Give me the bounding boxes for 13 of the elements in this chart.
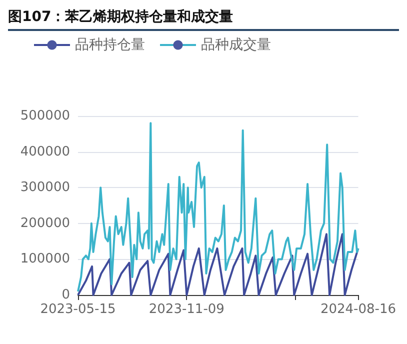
y-tick-label: 400000 xyxy=(20,144,70,160)
legend-label: 品种成交量 xyxy=(201,37,271,53)
x-tick-label: 2023-05-15 xyxy=(40,302,116,317)
x-tick-label: 2023-11-09 xyxy=(148,302,224,317)
y-tick-label: 200000 xyxy=(20,216,70,231)
y-tick-label: 500000 xyxy=(20,108,70,124)
chart-title: 图107：苯乙烯期权持仓量和成交量 xyxy=(8,8,399,31)
y-tick-label: 300000 xyxy=(20,180,70,196)
y-tick-label: 100000 xyxy=(20,252,70,267)
legend-label: 品种持仓量 xyxy=(75,37,145,53)
x-tick-label: 2024-08-16 xyxy=(320,302,396,317)
line-series xyxy=(77,122,360,292)
y-tick-label: 0 xyxy=(62,288,70,302)
